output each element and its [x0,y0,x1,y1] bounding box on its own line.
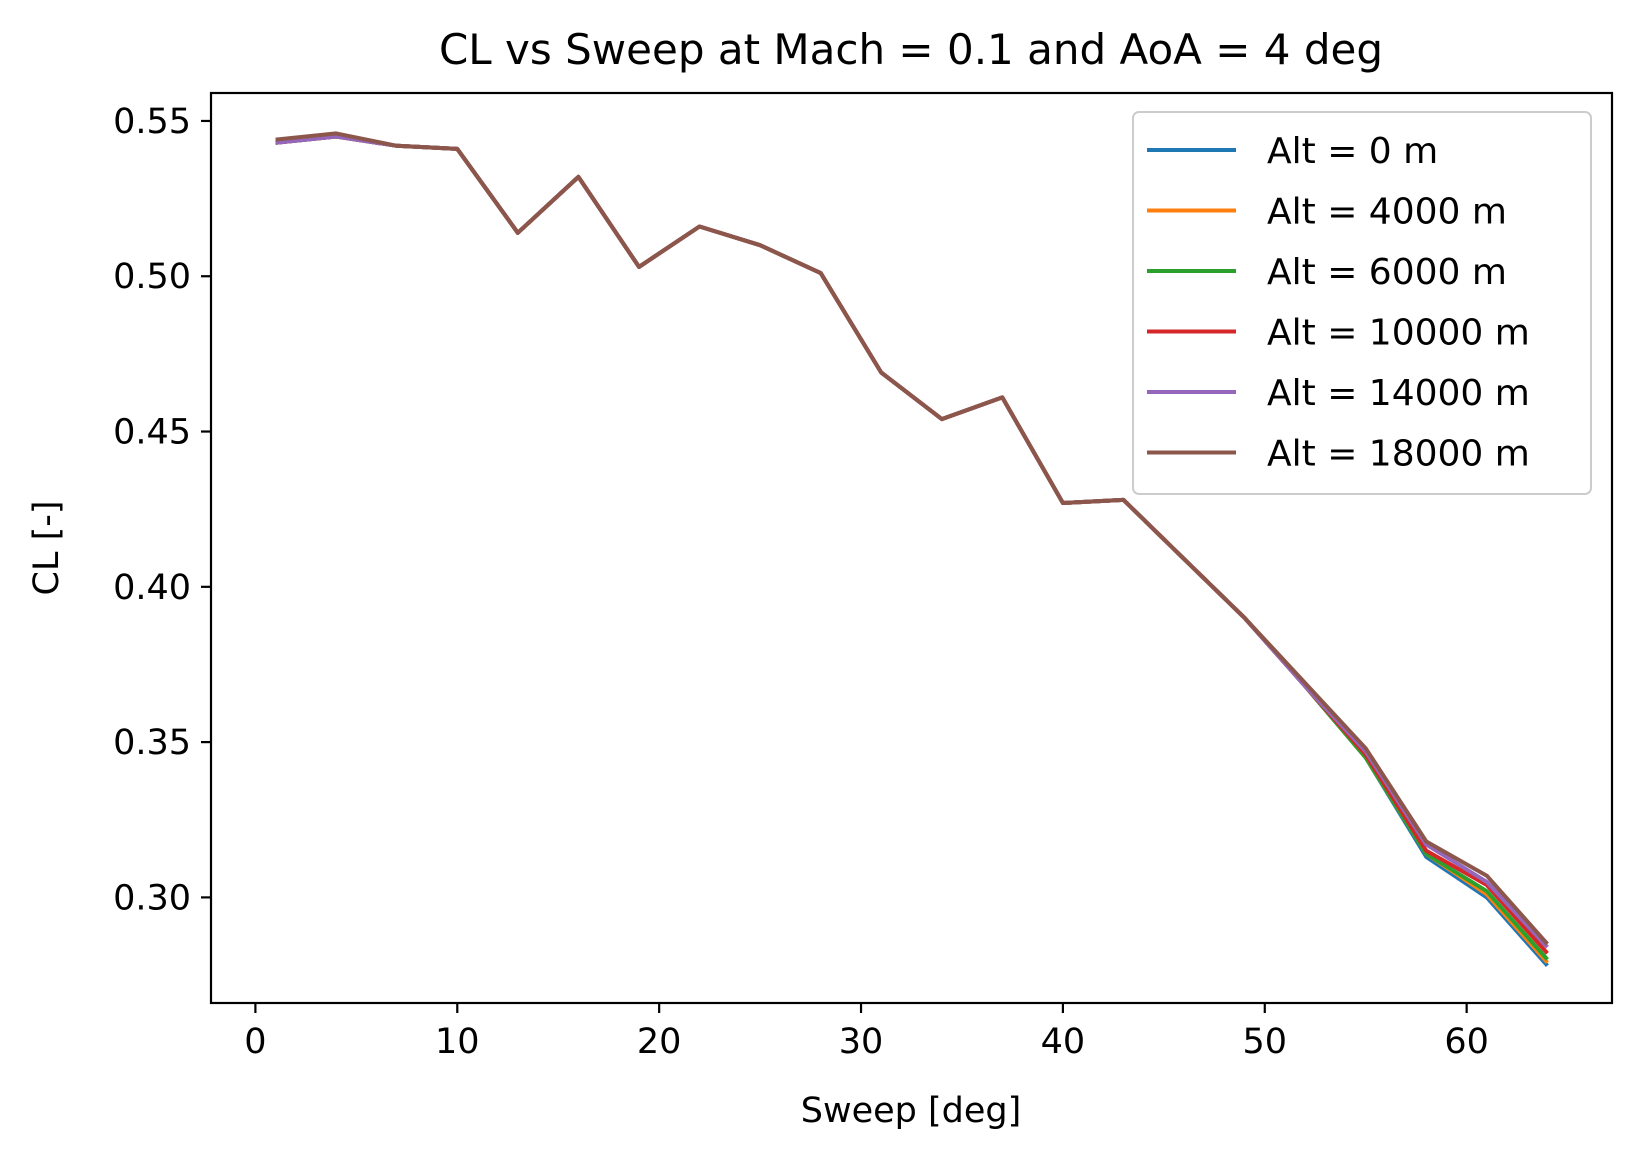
legend-label: Alt = 10000 m [1267,313,1530,354]
x-tick-label: 50 [1243,1022,1288,1062]
plot-area-frame [209,91,1614,1005]
legend-label: Alt = 0 m [1267,131,1438,172]
y-tick-label: 0.50 [113,257,191,297]
x-tick-label: 60 [1444,1022,1489,1062]
series-line-5 [275,131,1549,946]
y-tick-label: 0.55 [113,102,191,142]
x-tick-label: 0 [244,1022,266,1062]
series-lines [275,131,1549,968]
legend-label: Alt = 4000 m [1267,192,1507,233]
legend-label: Alt = 14000 m [1267,373,1530,414]
y-tick-label: 0.45 [113,413,191,453]
legend-label: Alt = 18000 m [1267,434,1530,475]
legend: Alt = 0 m Alt = 4000 m Alt = 6000 m Alt = 1… [1132,111,1592,495]
y-tick-label: 0.35 [113,723,191,763]
y-axis: 0.30 0.35 0.40 0.45 0.50 0.55 [113,102,211,918]
x-axis-label: Sweep [deg] [801,1091,1022,1131]
legend-label: Alt = 6000 m [1267,252,1507,293]
legend-frame [1132,111,1592,495]
x-axis: 0 10 20 30 40 50 60 [244,1003,1489,1062]
x-tick-label: 10 [435,1022,480,1062]
x-tick-label: 30 [839,1022,884,1062]
x-tick-label: 20 [637,1022,682,1062]
y-axis-label: CL [-] [27,500,67,595]
y-tick-label: 0.30 [113,878,191,918]
y-tick-label: 0.40 [113,568,191,608]
x-tick-label: 40 [1041,1022,1086,1062]
chart-title: CL vs Sweep at Mach = 0.1 and AoA = 4 de… [439,25,1383,74]
